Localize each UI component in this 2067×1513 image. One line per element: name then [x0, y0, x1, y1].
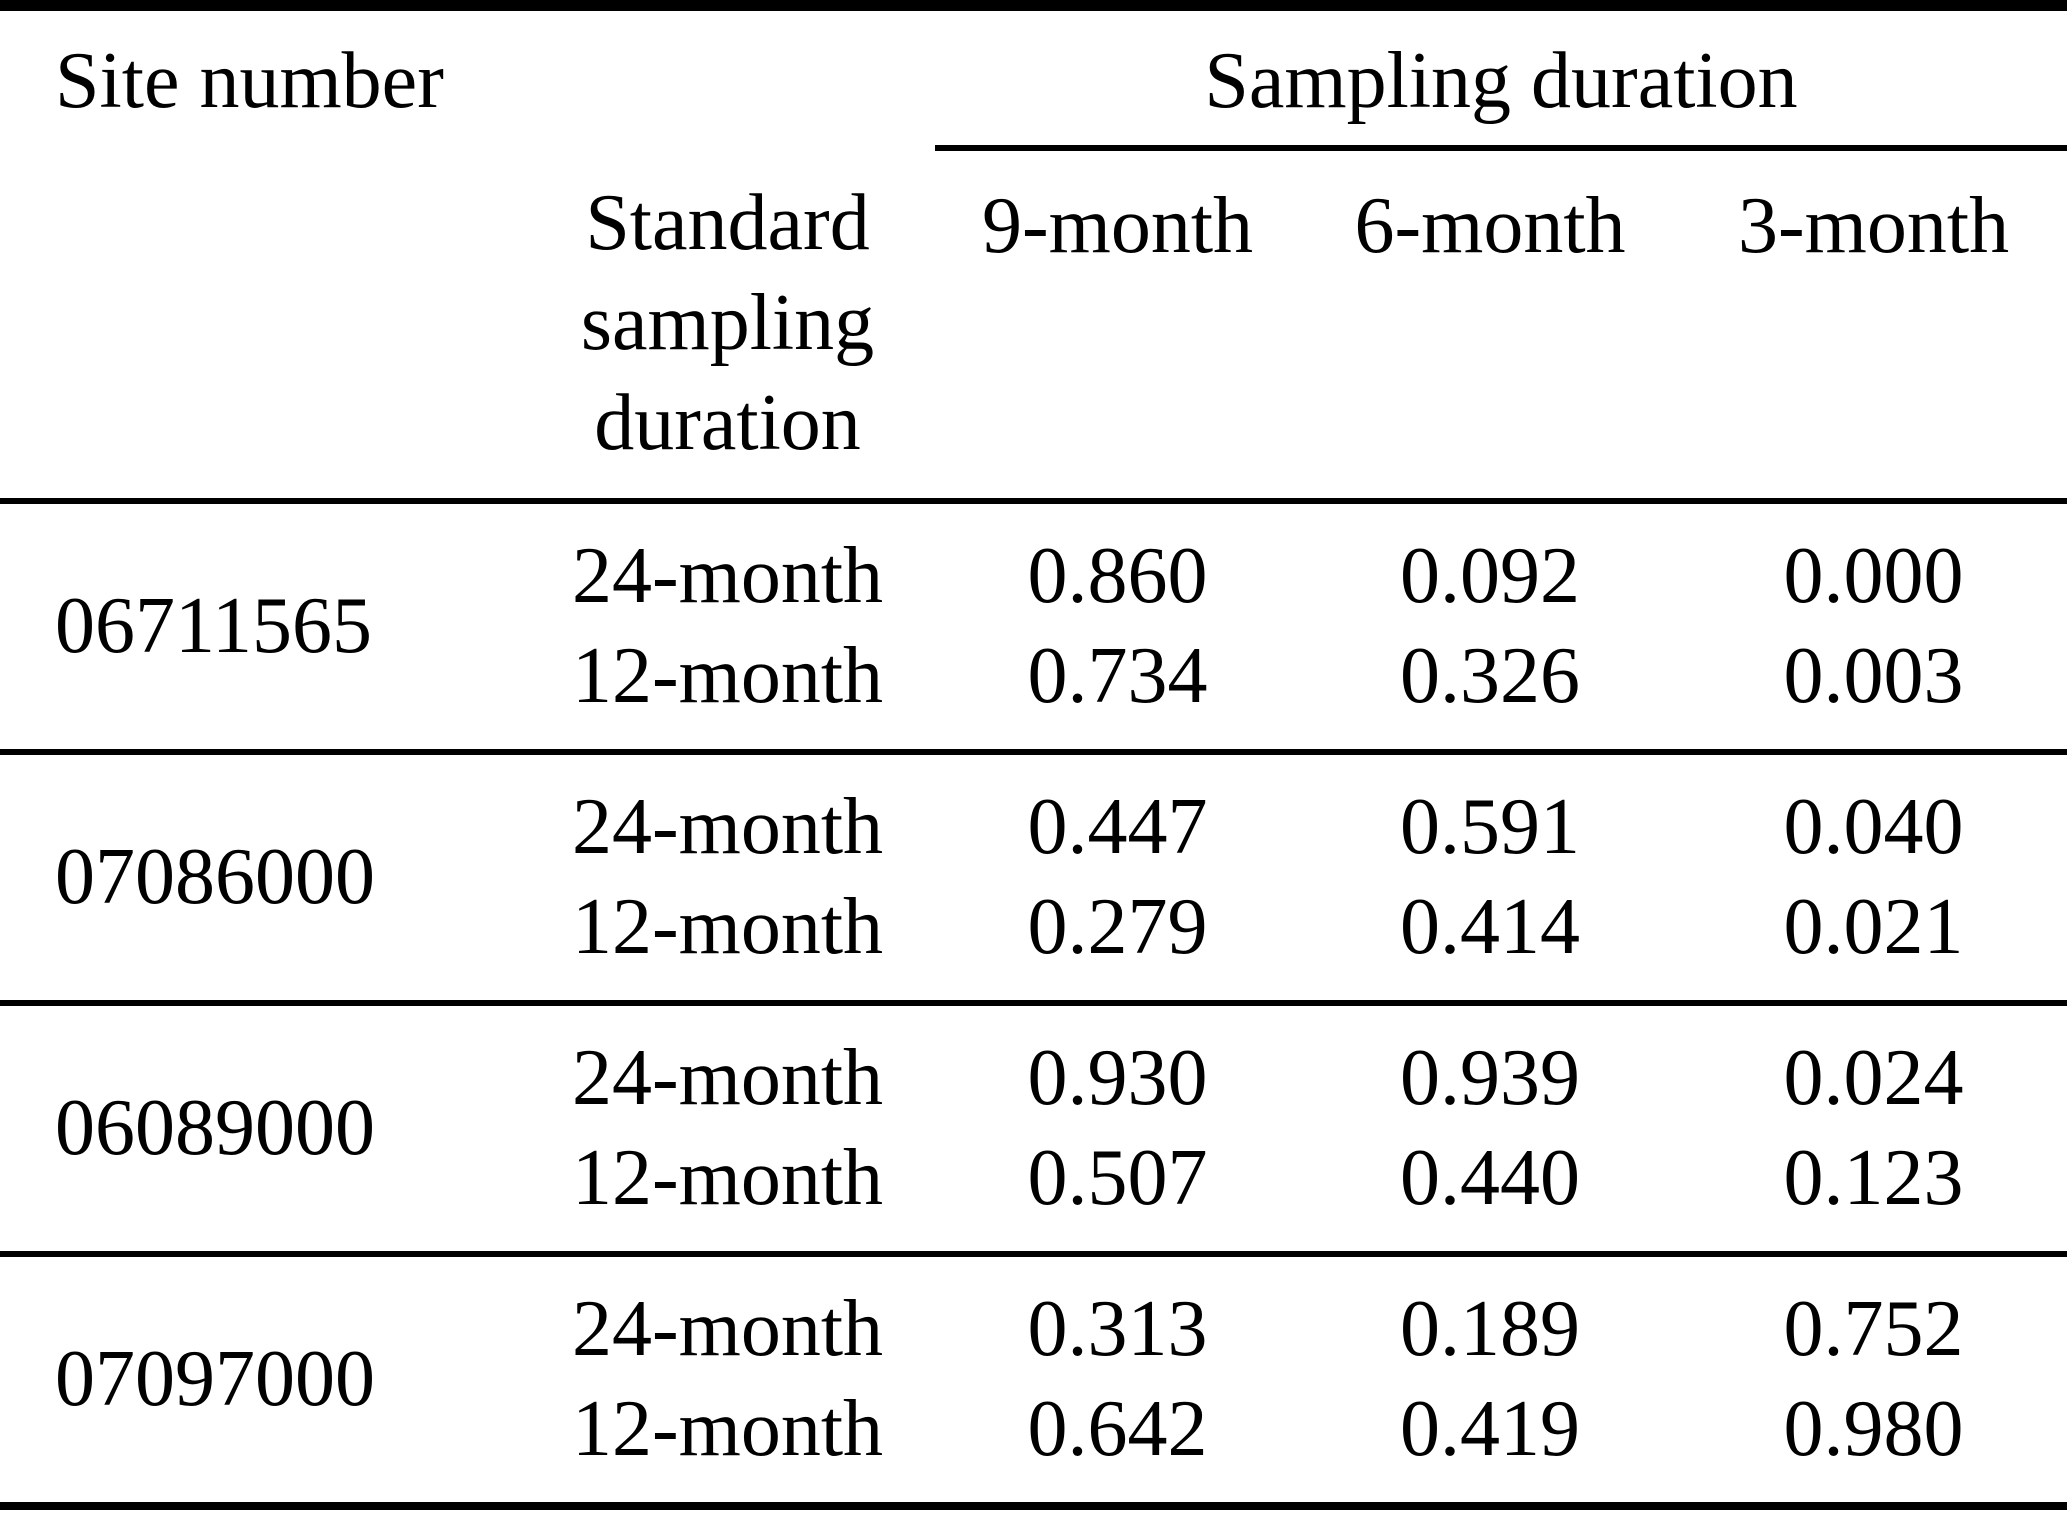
value-cell: 0.414	[1300, 876, 1680, 1006]
header-row-sub: Standard sampling duration 9-month 6-mon…	[0, 147, 2067, 504]
site-number-header: Site number	[55, 37, 444, 125]
duration-cell: 12-month	[520, 1127, 935, 1257]
empty-header-cell	[0, 147, 520, 504]
value-cell: 0.040	[1783, 782, 1964, 871]
column-header-9-month: 9-month	[935, 147, 1300, 504]
value-cell: 0.752	[1783, 1284, 1964, 1373]
duration-cell: 24-month	[571, 1284, 884, 1373]
table-row: 06089000 24-month 0.930 0.939 0.024	[0, 1002, 2067, 1257]
value-cell: 0.507	[935, 1127, 1300, 1257]
value-cell: 0.024	[1783, 1033, 1964, 1122]
value-cell: 0.000	[1783, 531, 1964, 620]
value-cell: 0.123	[1680, 1127, 2067, 1257]
value-cell: 0.279	[935, 876, 1300, 1006]
value-cell: 0.189	[1400, 1284, 1580, 1373]
duration-cell: 24-month	[571, 782, 884, 871]
value-cell: 0.930	[1027, 1033, 1208, 1122]
duration-cell: 24-month	[571, 1033, 884, 1122]
table-row: 12-month 0.642 0.419 0.980	[0, 1379, 2067, 1506]
table-row: 12-month 0.734 0.326 0.003	[0, 625, 2067, 755]
site-number-cell: 07086000	[0, 751, 520, 1006]
header-row-top: Site number Sampling duration	[0, 5, 2067, 151]
value-cell: 0.447	[1027, 782, 1208, 871]
duration-cell: 12-month	[571, 1384, 884, 1473]
duration-cell: 12-month	[520, 876, 935, 1006]
table-row: 07097000 24-month 0.313 0.189 0.752	[0, 1254, 2067, 1424]
standard-sampling-duration-header: Standard sampling duration	[520, 147, 935, 504]
sampling-duration-spanner-header: Sampling duration	[935, 5, 2067, 151]
value-cell: 0.092	[1400, 531, 1580, 620]
empty-header-cell	[520, 6, 935, 148]
value-cell: 0.440	[1300, 1127, 1680, 1257]
value-cell: 0.021	[1680, 876, 2067, 1006]
column-header-6-month: 6-month	[1300, 147, 1680, 504]
value-cell: 0.003	[1680, 625, 2067, 755]
table-row: 12-month 0.507 0.440 0.123	[0, 1127, 2067, 1257]
value-cell: 0.860	[1027, 531, 1208, 620]
duration-cell: 24-month	[571, 531, 884, 620]
table-row: 12-month 0.279 0.414 0.021	[0, 876, 2067, 1006]
value-cell: 0.591	[1400, 782, 1580, 871]
site-number-cell: 06711565	[0, 500, 520, 755]
value-cell: 0.313	[1027, 1284, 1208, 1373]
value-cell: 0.419	[1400, 1384, 1580, 1473]
site-number-cell: 07097000	[55, 1335, 375, 1423]
site-number-cell: 06089000	[0, 1002, 520, 1257]
table-row: 07086000 24-month 0.447 0.591 0.040	[0, 751, 2067, 1006]
value-cell: 0.734	[935, 625, 1300, 755]
table-row: 06711565 24-month 0.860 0.092 0.000	[0, 500, 2067, 755]
column-header-3-month: 3-month	[1680, 147, 2067, 504]
value-cell: 0.326	[1300, 625, 1680, 755]
duration-cell: 12-month	[520, 625, 935, 755]
value-cell: 0.939	[1400, 1033, 1580, 1122]
value-cell: 0.642	[1027, 1384, 1208, 1473]
value-cell: 0.980	[1783, 1384, 1964, 1473]
